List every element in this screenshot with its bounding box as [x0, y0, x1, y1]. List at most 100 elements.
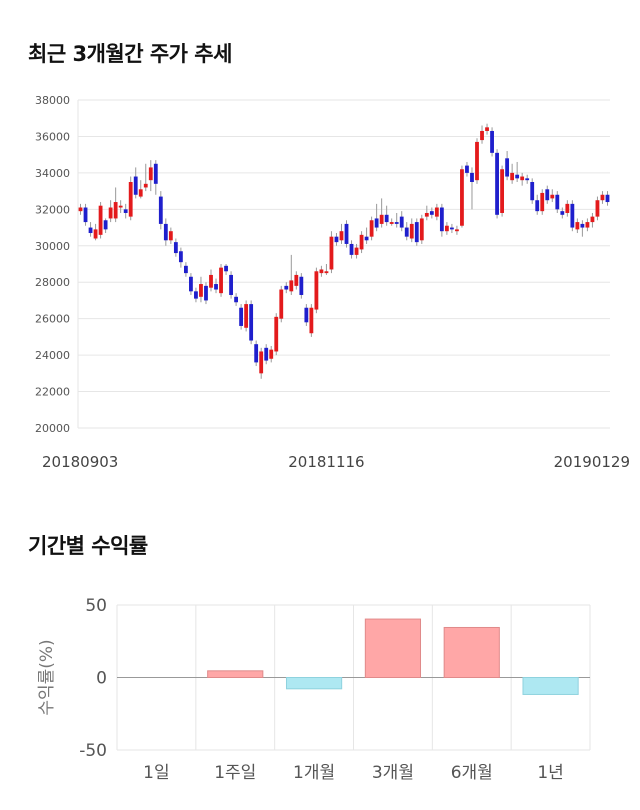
candle: [535, 194, 540, 215]
candle-body: [354, 247, 359, 255]
candle-body: [359, 234, 364, 250]
candle-body: [269, 349, 274, 359]
candle: [515, 161, 520, 182]
candle-body: [525, 178, 530, 181]
candle-body: [178, 251, 183, 263]
candle: [600, 191, 605, 204]
return-x-tick-label: 1일: [143, 763, 169, 783]
candle: [359, 231, 364, 254]
candle-body: [470, 172, 474, 182]
candle: [314, 267, 319, 314]
candle: [168, 227, 173, 244]
return-x-tick-label: 1주일: [214, 763, 256, 783]
candle: [299, 273, 304, 299]
candle-body: [444, 225, 449, 232]
candle: [284, 282, 289, 294]
candle-body: [530, 182, 535, 201]
candle: [214, 278, 218, 294]
candle: [595, 196, 600, 221]
candle: [384, 205, 389, 226]
candle: [128, 176, 133, 221]
candle: [500, 165, 505, 217]
candle: [349, 240, 354, 259]
candle-body: [259, 351, 264, 374]
candle: [404, 222, 409, 241]
candle-body: [88, 227, 93, 234]
return-y-tick-label: -50: [79, 741, 107, 761]
candle: [560, 207, 565, 219]
candle: [294, 271, 299, 290]
candle: [239, 304, 244, 330]
candle: [545, 185, 550, 204]
candle-body: [163, 223, 168, 241]
candle-body: [153, 163, 158, 184]
candle: [424, 205, 429, 221]
candle-body: [78, 207, 83, 212]
candle: [78, 203, 83, 215]
candle-body: [93, 229, 98, 239]
candle-body: [490, 130, 494, 153]
candle-body: [424, 212, 429, 217]
candle: [344, 220, 349, 248]
candle-body: [239, 307, 244, 326]
candle: [189, 273, 193, 295]
candle-body: [113, 202, 118, 219]
candle: [103, 218, 108, 234]
period-return-title: 기간별 수익률: [28, 534, 148, 558]
candle: [138, 180, 143, 199]
candle-body: [545, 189, 550, 201]
candle-body: [264, 347, 269, 361]
candle-body: [460, 169, 464, 226]
candle: [153, 160, 158, 195]
candle-body: [123, 209, 128, 213]
return-x-tick-label: 1년: [537, 763, 563, 783]
return-bar: [285, 677, 343, 690]
candle-body: [409, 223, 414, 239]
candle-body: [128, 182, 133, 217]
candle-body: [364, 236, 369, 241]
candle-body: [219, 267, 223, 294]
candle-body: [168, 231, 173, 241]
candle-body: [520, 176, 525, 181]
price-candlestick-chart: 38000 36000 34000 32000 30000 28000 26000 24000…: [35, 94, 630, 471]
candle: [83, 203, 88, 226]
candle: [379, 198, 384, 228]
candle: [575, 218, 580, 234]
candle-body: [173, 242, 178, 254]
candle: [324, 264, 329, 275]
candle: [163, 218, 168, 246]
candle-body: [500, 169, 505, 213]
candle: [475, 138, 479, 184]
candle: [525, 174, 530, 184]
candle: [429, 207, 434, 219]
candle: [449, 223, 454, 234]
candle: [143, 163, 148, 192]
candle-body: [590, 216, 595, 223]
candle-body: [595, 200, 600, 217]
candle-body: [118, 205, 123, 208]
candle: [199, 276, 203, 303]
candle: [289, 254, 294, 295]
candle-body: [289, 280, 294, 292]
candle-body: [570, 203, 575, 228]
candle-body: [535, 200, 540, 212]
candle-body: [555, 194, 560, 210]
candle-body: [138, 189, 143, 197]
candle-body: [565, 203, 570, 213]
candle-body: [349, 243, 354, 255]
candle-body: [183, 265, 188, 274]
price-y-tick-label: 28000: [35, 276, 70, 289]
candle: [585, 218, 590, 232]
candle: [485, 123, 489, 135]
return-y-tick-label: 50: [85, 596, 107, 616]
candle-body: [194, 291, 198, 299]
candle-body: [314, 271, 319, 310]
return-bar: [443, 626, 500, 678]
candle: [455, 225, 459, 235]
candle-body: [414, 222, 419, 243]
candle: [570, 200, 575, 232]
candle-body: [369, 220, 374, 237]
price-x-tick-label: 20190129: [554, 453, 630, 471]
candle: [254, 340, 259, 367]
candle-body: [324, 271, 329, 274]
